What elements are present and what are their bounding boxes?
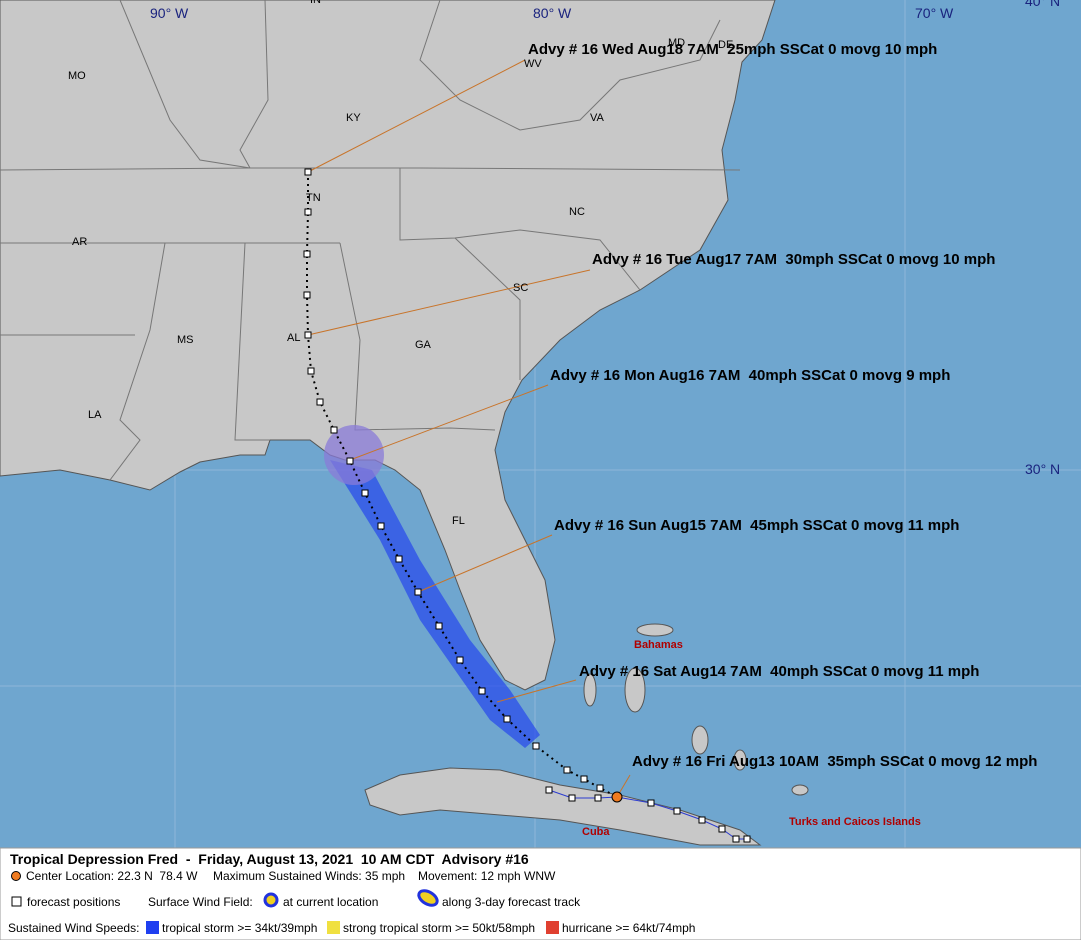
wind-field-current — [324, 425, 384, 485]
advisory-label: Advy # 16 Fri Aug13 10AM 35mph SSCat 0 m… — [632, 753, 1037, 770]
forecast-square — [478, 687, 486, 695]
legend-track-icon — [417, 889, 439, 907]
forecast-square — [503, 715, 511, 723]
leader-lines — [307, 59, 631, 798]
forecast-square — [307, 367, 315, 375]
state-label: MO — [68, 70, 86, 82]
advisory-label: Advy # 16 Sun Aug15 7AM 45mph SSCat 0 mo… — [554, 517, 959, 534]
legend-movement: Movement: 12 mph WNW — [418, 869, 556, 883]
forecast-square — [304, 208, 312, 216]
forecast-square — [435, 622, 443, 630]
grid-label: 70° W — [915, 5, 954, 21]
advisory-label: Advy # 16 Sat Aug14 7AM 40mph SSCat 0 mo… — [579, 663, 979, 680]
legend-forecast-positions: forecast positions — [27, 895, 120, 909]
state-label: WV — [524, 58, 542, 70]
forecast-square — [377, 522, 385, 530]
state-label: VA — [590, 112, 605, 124]
legend-speeds: Sustained Wind Speeds: — [8, 921, 139, 935]
forecast-square — [568, 794, 576, 802]
forecast-square — [596, 784, 604, 792]
forecast-square — [303, 250, 311, 258]
place-label: Bahamas — [634, 639, 683, 651]
grid-label: 30° N — [1025, 461, 1060, 477]
forecast-square — [532, 742, 540, 750]
forecast-square — [673, 807, 681, 815]
state-label: KY — [346, 112, 361, 124]
state-label: AR — [72, 236, 87, 248]
us-land — [0, 0, 776, 691]
past-track — [548, 789, 747, 840]
forecast-square — [456, 656, 464, 664]
forecast-square — [304, 168, 312, 176]
advisory-label: Advy # 16 Mon Aug16 7AM 40mph SSCat 0 mo… — [550, 367, 950, 384]
forecast-square — [594, 794, 602, 802]
place-label: Turks and Caicos Islands — [789, 816, 921, 828]
forecast-square — [316, 398, 324, 406]
forecast-track — [306, 172, 618, 798]
forecast-square — [718, 825, 726, 833]
legend-ts-swatch — [146, 921, 159, 934]
forecast-square — [563, 766, 571, 774]
state-label: FL — [452, 515, 465, 527]
forecast-square — [545, 786, 553, 794]
state-label: GA — [415, 339, 432, 351]
place-label: Cuba — [582, 826, 610, 838]
state-label: AL — [287, 332, 300, 344]
forecast-square — [414, 588, 422, 596]
state-label: LA — [88, 409, 102, 421]
legend-sts: strong tropical storm >= 50kt/58mph — [343, 921, 535, 935]
cuba — [364, 767, 762, 846]
forecast-square — [580, 775, 588, 783]
legend-hu-swatch — [546, 921, 559, 934]
forecast-square — [304, 331, 312, 339]
advisory-label: Advy # 16 Wed Aug18 7AM 25mph SSCat 0 mo… — [528, 41, 937, 58]
forecast-square — [361, 489, 369, 497]
advisory-label: Advy # 16 Tue Aug17 7AM 30mph SSCat 0 mo… — [592, 251, 995, 268]
legend-ts: tropical storm >= 34kt/39mph — [162, 921, 317, 935]
state-label: MS — [177, 334, 194, 346]
forecast-square — [346, 457, 354, 465]
forecast-square — [395, 555, 403, 563]
legend-title: Tropical Depression Fred - Friday, Augus… — [10, 851, 529, 867]
legend-current-icon — [263, 892, 279, 908]
forecast-square — [732, 835, 740, 843]
current-position — [611, 791, 623, 803]
legend-winds: Maximum Sustained Winds: 35 mph — [213, 869, 405, 883]
legend-wind-field: Surface Wind Field: — [148, 895, 253, 909]
state-label: DE — [718, 39, 733, 51]
state-label: TN — [306, 192, 321, 204]
legend-square — [11, 896, 22, 907]
legend-hu: hurricane >= 64kt/74mph — [562, 921, 695, 935]
forecast-square — [303, 291, 311, 299]
legend — [0, 847, 1081, 941]
state-borders — [0, 0, 741, 481]
state-label: IN — [310, 0, 321, 6]
legend-center-icon — [11, 871, 21, 881]
islands — [583, 623, 809, 796]
grid-label: 40° N — [1025, 0, 1060, 9]
forecast-square — [743, 835, 751, 843]
grid-label: 90° W — [150, 5, 189, 21]
legend-sts-swatch — [327, 921, 340, 934]
state-label: NC — [569, 206, 585, 218]
forecast-square — [330, 426, 338, 434]
grid-label: 80° W — [533, 5, 572, 21]
legend-track: along 3-day forecast track — [442, 895, 581, 909]
legend-center: Center Location: 22.3 N 78.4 W — [26, 869, 198, 883]
state-label: MD — [668, 37, 685, 49]
forecast-positions — [303, 168, 751, 843]
legend-current: at current location — [283, 895, 378, 909]
forecast-square — [647, 799, 655, 807]
state-label: SC — [513, 282, 528, 294]
wind-field-forecast — [330, 460, 540, 748]
forecast-square — [698, 816, 706, 824]
